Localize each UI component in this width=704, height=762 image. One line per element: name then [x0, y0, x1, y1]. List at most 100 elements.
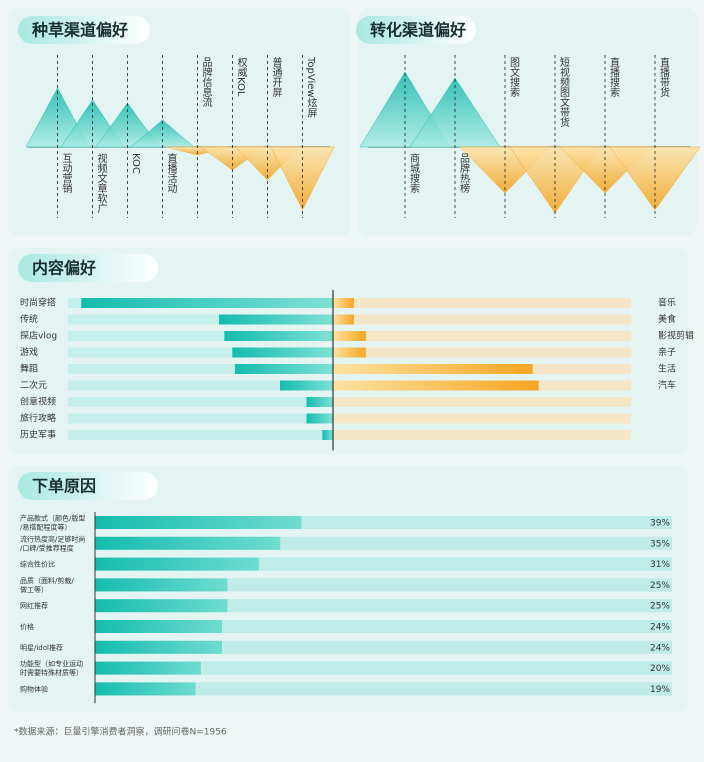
- bar: [224, 331, 333, 341]
- section-title: 转化渠道偏好: [370, 21, 466, 40]
- bar: [95, 640, 223, 654]
- channel-label: 品牌信息流: [200, 57, 212, 108]
- track: [95, 599, 672, 613]
- value-label: 39%: [650, 519, 670, 529]
- value-label: 25%: [650, 602, 670, 612]
- reason-line: 明星/idol推荐: [20, 643, 63, 652]
- bar: [95, 599, 228, 613]
- reason-label: 明星/idol推荐: [20, 643, 63, 652]
- right-label: 生活: [658, 363, 676, 375]
- track: [333, 397, 631, 407]
- track: [333, 298, 631, 308]
- channel-label: 权威KOL: [235, 56, 247, 97]
- bar: [333, 314, 354, 325]
- track: [333, 413, 631, 424]
- bar: [219, 314, 333, 325]
- value-label: 20%: [650, 664, 670, 674]
- reason-label: 品质（面料/剪裁/做工等）: [20, 576, 74, 594]
- bar: [81, 298, 333, 308]
- footnote: *数据来源：巨量引擎消费者洞察，调研问卷N=1956: [14, 726, 227, 738]
- reason-line: 时需要特殊材质等）: [20, 668, 83, 677]
- left-label: 舞蹈: [20, 364, 38, 375]
- bar: [333, 298, 354, 308]
- value-label: 25%: [650, 581, 670, 591]
- title-pill: [356, 16, 476, 44]
- track: [333, 331, 631, 341]
- bar: [95, 557, 260, 571]
- section-title: 种草渠道偏好: [31, 21, 128, 40]
- right-label: 音乐: [658, 297, 676, 309]
- channel-label: 普通开屏: [270, 56, 282, 98]
- reason-line: 购物体验: [20, 684, 48, 693]
- bar: [95, 536, 281, 550]
- left-label: 旅行攻略: [20, 412, 56, 424]
- value-label: 24%: [650, 623, 670, 633]
- reason-label: 流行热度高/足够时尚/口碑/受推荐程度: [20, 534, 85, 552]
- channel-label: 直播搜索: [608, 56, 620, 97]
- track: [333, 430, 631, 440]
- reason-line: /口碑/受推荐程度: [20, 543, 74, 552]
- channel-label: 直播带货: [658, 56, 670, 98]
- title-pill: [18, 16, 150, 44]
- track: [68, 413, 333, 424]
- track: [68, 314, 333, 325]
- channel-label: KOC: [130, 153, 141, 174]
- left-label: 探店vlog: [20, 330, 57, 342]
- value-label: 19%: [650, 685, 670, 695]
- reason-label: 产品款式（颜色/版型/易搭配程度等）: [20, 514, 85, 532]
- reason-line: 做工等）: [20, 585, 48, 594]
- left-label: 创意视频: [20, 396, 56, 408]
- bar: [333, 331, 366, 341]
- left-label: 历史军事: [20, 429, 56, 441]
- track: [68, 364, 333, 374]
- track: [68, 397, 333, 407]
- track: [68, 430, 333, 440]
- reason-line: /易搭配程度等）: [20, 523, 71, 532]
- right-label: 汽车: [658, 379, 676, 391]
- channel-label: 品牌热榜: [458, 153, 470, 194]
- track: [333, 347, 631, 358]
- right-label: 影视剪辑: [658, 330, 694, 342]
- reason-line: 综合性价比: [20, 560, 55, 569]
- value-label: 35%: [650, 539, 670, 549]
- channel-label: 图文搜索: [508, 57, 520, 97]
- bar: [280, 380, 333, 391]
- bar: [95, 661, 201, 675]
- bar: [322, 430, 333, 440]
- track: [95, 682, 672, 696]
- title-pill: [18, 254, 158, 282]
- left-label: 传统: [20, 313, 38, 325]
- bar: [306, 413, 333, 424]
- bar: [333, 380, 539, 391]
- reason-line: 品质（面料/剪裁/: [20, 576, 74, 585]
- bar: [333, 364, 533, 374]
- reason-line: 产品款式（颜色/版型: [20, 514, 85, 523]
- left-label: 游戏: [20, 346, 38, 358]
- bar: [95, 516, 302, 529]
- reason-label: 价格: [20, 622, 34, 631]
- bar: [333, 347, 366, 358]
- channel-label: TopView炫屏: [305, 56, 317, 118]
- reason-label: 综合性价比: [20, 560, 55, 569]
- track: [95, 620, 672, 633]
- reason-label: 功能型（如专业运动时需要特殊材质等）: [20, 659, 83, 677]
- bar: [95, 620, 223, 633]
- panel: [8, 8, 350, 236]
- bar: [306, 397, 333, 407]
- right-label: 亲子: [658, 346, 676, 358]
- reason-line: 流行热度高/足够时尚: [20, 534, 85, 543]
- left-label: 时尚穿搭: [20, 297, 56, 309]
- value-label: 24%: [650, 643, 670, 653]
- bar: [95, 682, 196, 696]
- reason-line: 网红推荐: [20, 601, 48, 610]
- track: [68, 347, 333, 358]
- reason-label: 购物体验: [20, 684, 48, 693]
- track: [95, 661, 672, 675]
- reason-line: 价格: [20, 622, 34, 631]
- reason-line: 功能型（如专业运动: [20, 659, 83, 668]
- bar: [95, 578, 228, 592]
- bar: [234, 364, 333, 374]
- track: [68, 380, 333, 391]
- section-title: 下单原因: [32, 477, 96, 496]
- track: [333, 314, 631, 325]
